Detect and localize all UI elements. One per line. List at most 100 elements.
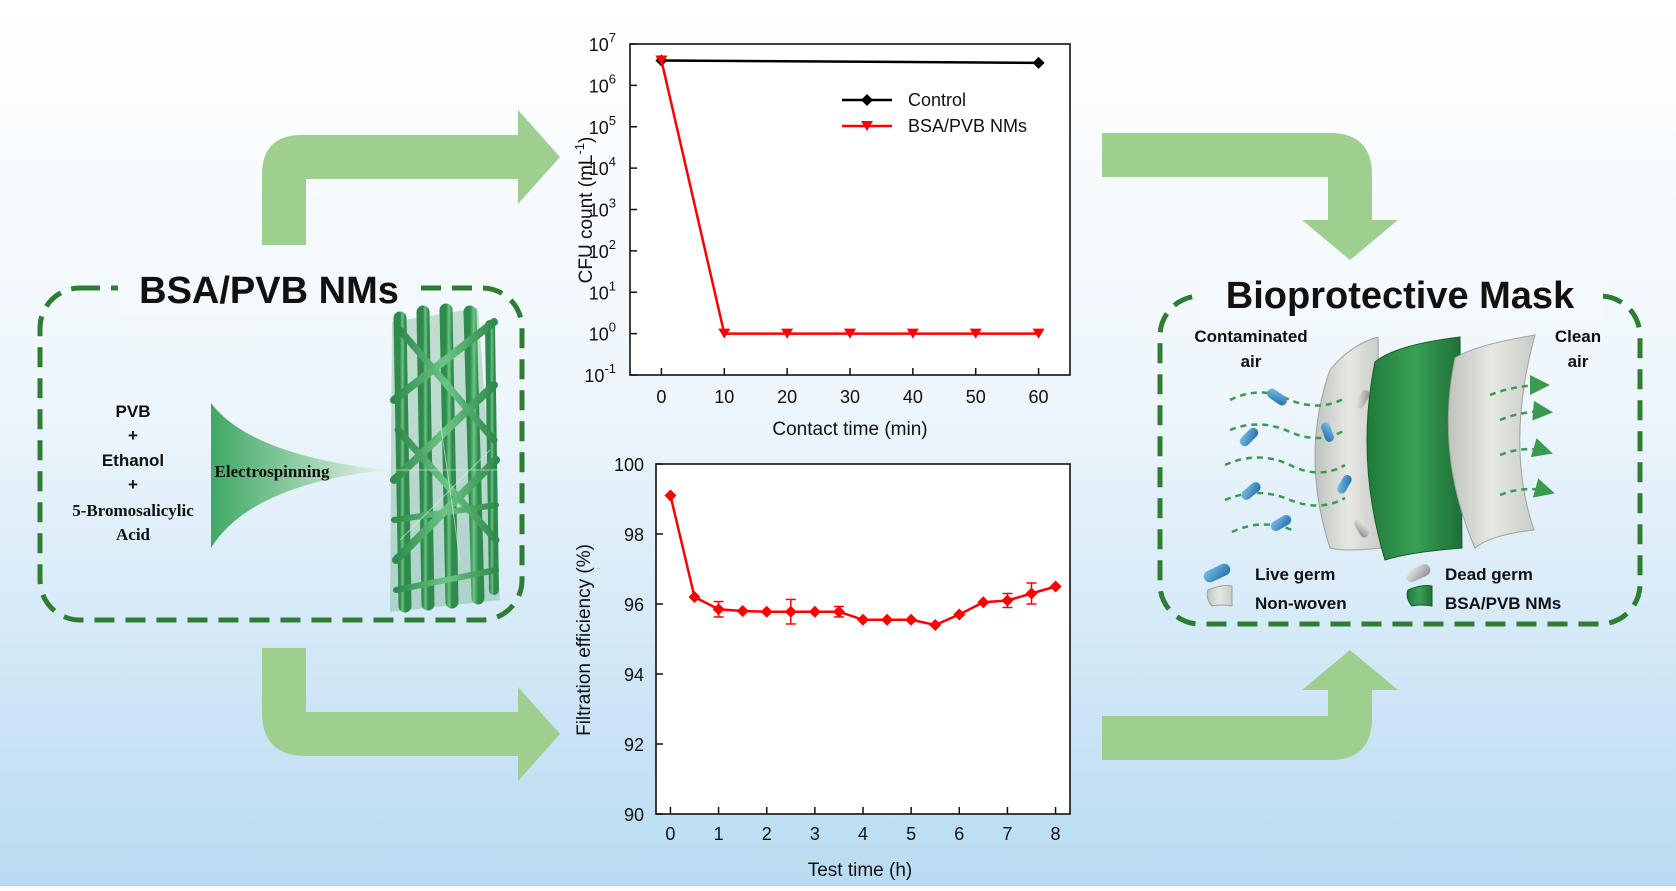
right-panel: Bioprotective Mask Contaminated air Clea… xyxy=(1157,266,1643,627)
cfu-chart-xlabel: Contact time (min) xyxy=(772,419,927,440)
data-point-filtration xyxy=(953,608,966,621)
ingredient-plus-2: + xyxy=(128,475,138,494)
y-tick-label: 105 xyxy=(589,113,616,138)
y-tick-label: 90 xyxy=(624,805,644,825)
ingredient-bromosalicylic: 5-Bromosalicylic xyxy=(72,501,194,520)
data-point-bsa-pvb xyxy=(844,328,856,339)
y-tick-label: 100 xyxy=(589,320,616,345)
electrospinning-funnel xyxy=(211,403,385,548)
live-germ-icon xyxy=(1267,388,1287,406)
live-germ-icon xyxy=(1203,563,1231,583)
data-point-filtration xyxy=(1001,594,1014,607)
data-point-filtration xyxy=(712,603,725,616)
data-point-filtration xyxy=(1025,587,1038,600)
legend-control: Control xyxy=(908,90,966,110)
y-tick-label: 10-1 xyxy=(584,361,616,386)
nonwoven-icon xyxy=(1206,585,1233,607)
data-point-filtration xyxy=(832,605,845,618)
legend-nonwoven: Non-woven xyxy=(1255,594,1347,613)
data-point-filtration xyxy=(664,489,677,502)
data-point-filtration xyxy=(736,605,749,617)
y-tick-label: 103 xyxy=(589,196,616,221)
legend-bsa-pvb-nms: BSA/PVB NMs xyxy=(908,116,1027,136)
x-tick-label: 0 xyxy=(665,824,675,844)
live-germ-icon xyxy=(1270,515,1292,531)
x-tick-label: 30 xyxy=(840,387,860,407)
legend-marker-control xyxy=(861,94,873,106)
bsa-pvb-layer xyxy=(1366,336,1463,561)
filtration-chart-xlabel: Test time (h) xyxy=(808,860,913,881)
data-point-filtration xyxy=(760,605,773,618)
data-point-bsa-pvb xyxy=(906,328,919,339)
dead-germ-icon xyxy=(1355,389,1370,409)
x-tick-label: 0 xyxy=(656,387,666,407)
right-panel-title: Bioprotective Mask xyxy=(1226,275,1575,317)
contaminated-label-1: Contaminated xyxy=(1194,327,1307,346)
data-point-bsa-pvb xyxy=(718,328,731,339)
ingredient-plus-1: + xyxy=(128,426,138,445)
flow-arrows xyxy=(262,110,1398,781)
contaminated-label-2: air xyxy=(1241,352,1262,371)
ingredient-acid: Acid xyxy=(116,525,151,544)
arrow-top-left xyxy=(262,110,560,245)
y-tick-label: 101 xyxy=(589,278,616,303)
x-tick-label: 8 xyxy=(1051,824,1061,844)
left-panel: BSA/PVB NMs PVB + Ethanol + 5-Bromosalic… xyxy=(37,262,525,623)
y-tick-label: 102 xyxy=(589,237,616,262)
y-tick-label: 106 xyxy=(589,71,616,96)
x-tick-label: 50 xyxy=(966,387,986,407)
legend-live-germ: Live germ xyxy=(1255,565,1335,584)
data-point-bsa-pvb xyxy=(655,55,668,66)
x-tick-label: 4 xyxy=(858,824,868,844)
live-germ-icon xyxy=(1241,482,1261,500)
clean-label-1: Clean xyxy=(1555,327,1601,346)
x-tick-label: 1 xyxy=(714,824,724,844)
y-tick-label: 104 xyxy=(589,154,616,179)
x-tick-label: 10 xyxy=(714,387,734,407)
data-point-filtration xyxy=(688,591,701,603)
data-point-filtration xyxy=(977,596,990,609)
bsa-pvb-icon xyxy=(1406,585,1433,607)
mask-legend: Live germ Dead germ Non-woven BSA/PVB NM… xyxy=(1203,563,1561,613)
data-point-bsa-pvb xyxy=(781,328,794,339)
arrow-bottom-right xyxy=(1102,650,1398,760)
x-tick-label: 5 xyxy=(906,824,916,844)
arrow-bottom-left xyxy=(262,648,560,781)
live-germ-icon xyxy=(1321,422,1334,442)
y-tick-label: 92 xyxy=(624,735,644,755)
x-tick-label: 40 xyxy=(903,387,923,407)
legend-bsa-pvb: BSA/PVB NMs xyxy=(1445,594,1561,613)
x-tick-label: 7 xyxy=(1002,824,1012,844)
mask-layers xyxy=(1314,334,1536,561)
data-point-filtration xyxy=(929,619,942,631)
data-point-bsa-pvb xyxy=(969,328,982,339)
data-point-bsa-pvb xyxy=(1032,328,1045,339)
process-label: Electrospinning xyxy=(215,462,330,481)
filtration-chart-frame xyxy=(655,463,1071,815)
data-point-control xyxy=(1032,56,1045,69)
data-point-filtration xyxy=(808,605,821,618)
nanofiber-mesh-image xyxy=(390,303,500,613)
data-point-filtration xyxy=(857,613,869,626)
filtration-chart: 0 1 2 3 4 5 6 7 8 90 92 94 96 98 100 Test time (h) Fil… xyxy=(574,455,1071,881)
arrow-top-right xyxy=(1102,133,1398,260)
x-tick-label: 2 xyxy=(762,824,772,844)
x-tick-label: 3 xyxy=(810,824,820,844)
data-point-filtration xyxy=(784,605,797,618)
y-tick-label: 107 xyxy=(589,30,616,55)
live-germ-icon xyxy=(1239,427,1259,447)
live-germ-icon xyxy=(1337,474,1352,494)
ingredient-ethanol: Ethanol xyxy=(102,451,164,470)
x-tick-label: 60 xyxy=(1029,387,1049,407)
germs xyxy=(1239,388,1370,538)
series-line-control xyxy=(661,59,1039,65)
cfu-chart-ylabel: CFU count (mL-1) xyxy=(572,137,597,284)
y-tick-label: 100 xyxy=(614,455,644,475)
legend-dead-germ: Dead germ xyxy=(1445,565,1533,584)
dead-germ-icon xyxy=(1405,564,1431,582)
cfu-chart: 0 10 20 30 40 50 60 10-1 100 101 102 103 104 105 106 10… xyxy=(572,30,1071,440)
data-point-filtration xyxy=(881,613,894,626)
left-panel-title: BSA/PVB NMs xyxy=(139,270,399,312)
